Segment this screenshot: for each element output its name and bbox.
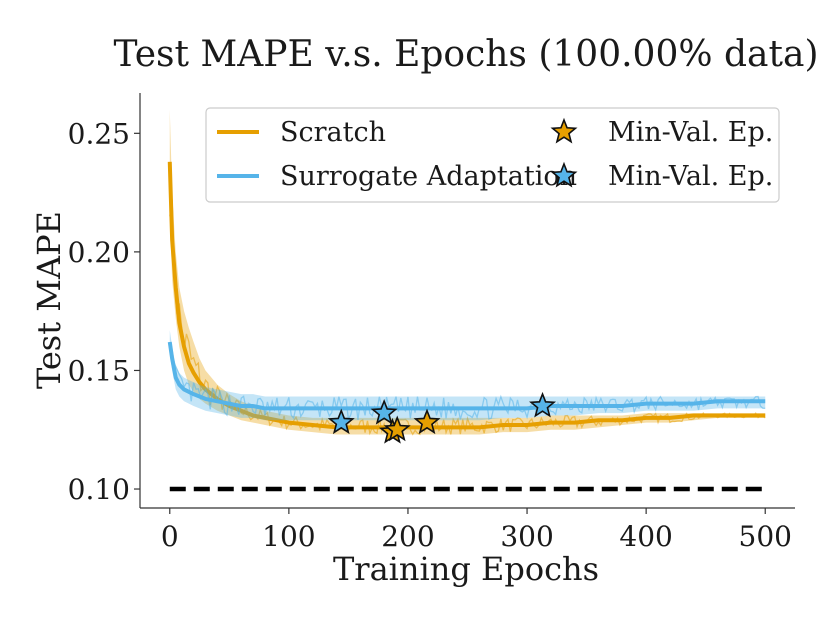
min-val-star-surrogate — [327, 408, 355, 435]
legend-star-surrogate — [550, 161, 578, 188]
line-surrogate — [167, 341, 766, 411]
min-val-star-surrogate — [529, 391, 557, 418]
legend-label-surrogate: Surrogate Adaptation — [280, 161, 577, 192]
y-tick-label: 0.15 — [68, 354, 130, 387]
chart-title: Test MAPE v.s. Epochs (100.00% data) — [114, 34, 819, 75]
y-tick-label: 0.10 — [68, 473, 130, 506]
legend-star-scratch — [550, 117, 578, 144]
min-val-star-surrogate — [370, 398, 398, 425]
x-tick-label: 400 — [619, 520, 672, 553]
x-tick-label: 0 — [161, 520, 179, 553]
x-tick-label: 100 — [262, 520, 315, 553]
legend-label-scratch: Scratch — [280, 117, 386, 148]
x-tick-label: 300 — [500, 520, 553, 553]
x-tick-label: 200 — [381, 520, 434, 553]
legend: Scratch Min-Val. Ep. Surrogate Adaptatio… — [205, 107, 780, 203]
y-axis-title: Test MAPE — [30, 211, 68, 389]
line-scratch — [167, 161, 766, 430]
y-tick-label: 0.25 — [68, 117, 130, 150]
min-val-star-scratch — [413, 408, 441, 435]
legend-label-min-val-scratch: Min-Val. Ep. — [608, 117, 773, 148]
axes: 0 100 200 300 400 500 0.10 0.15 0.20 0.25 — [68, 93, 795, 553]
legend-label-min-val-surrogate: Min-Val. Ep. — [608, 161, 773, 192]
y-tick-label: 0.20 — [68, 236, 130, 269]
star-icon — [550, 161, 578, 188]
legend-frame — [205, 107, 780, 203]
plot-area — [167, 109, 766, 492]
trace-scratch — [169, 199, 766, 436]
star-icon — [550, 117, 578, 144]
x-axis-title: Training Epochs — [333, 550, 599, 588]
min-val-star-scratch — [383, 415, 411, 442]
band-surrogate — [169, 330, 766, 421]
x-tick-label: 500 — [739, 520, 792, 553]
